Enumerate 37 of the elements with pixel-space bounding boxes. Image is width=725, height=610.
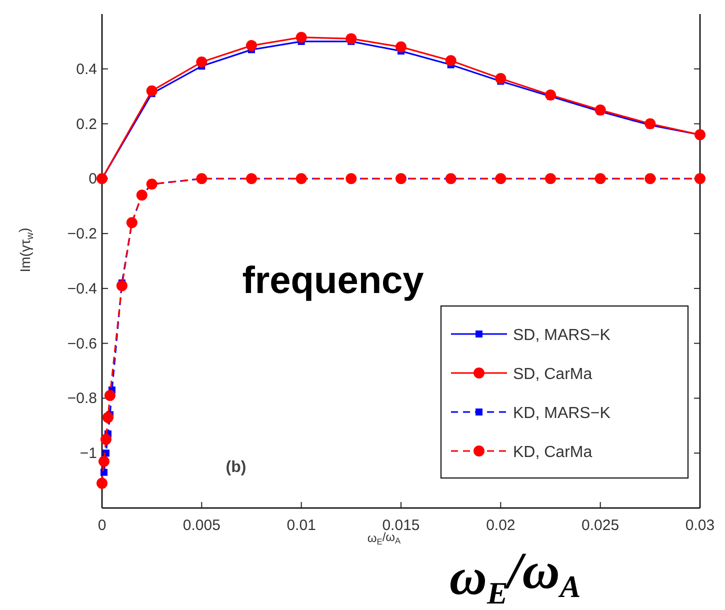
legend-label: KD, MARS−K (513, 405, 611, 422)
legend-label: SD, CarMa (513, 366, 592, 383)
point (246, 40, 257, 52)
y-tick-label: −0.6 (67, 335, 97, 352)
annotation: frequency (242, 260, 424, 302)
y-tick-label: −1 (80, 445, 97, 462)
point (346, 33, 357, 44)
point (594, 104, 606, 116)
y-tick-label: −0.2 (67, 226, 97, 243)
point (396, 41, 406, 52)
y-tick-label: −0.4 (67, 280, 97, 298)
point (102, 412, 114, 423)
x-tick-label: 0.03 (685, 517, 715, 534)
point (96, 478, 108, 489)
x-tick-label: 0.02 (486, 517, 516, 534)
point (100, 434, 112, 445)
y-tick-label: −0.8 (67, 390, 97, 408)
point (104, 390, 116, 401)
point (98, 456, 110, 467)
point (445, 55, 456, 66)
text: ω$_{E}$/ω$_{A}$ (449, 542, 581, 610)
legend-label: SD, MARS−K (513, 327, 611, 344)
point (644, 118, 656, 130)
annotation: (b) (226, 459, 246, 476)
x-tick-label: 0.025 (582, 517, 620, 534)
point (545, 89, 556, 100)
point (100, 468, 108, 476)
y-tick-label: 0 (88, 170, 97, 188)
point (495, 72, 506, 84)
point (196, 56, 208, 68)
x-tick-label: 0.01 (286, 517, 316, 534)
legend-label: KD, CarMa (513, 444, 592, 461)
y-tick-label: 0.2 (76, 116, 97, 133)
y-tick-label: 0.4 (76, 60, 97, 78)
point (296, 32, 307, 43)
x-tick-label: 0.005 (182, 517, 220, 534)
point (116, 280, 128, 292)
